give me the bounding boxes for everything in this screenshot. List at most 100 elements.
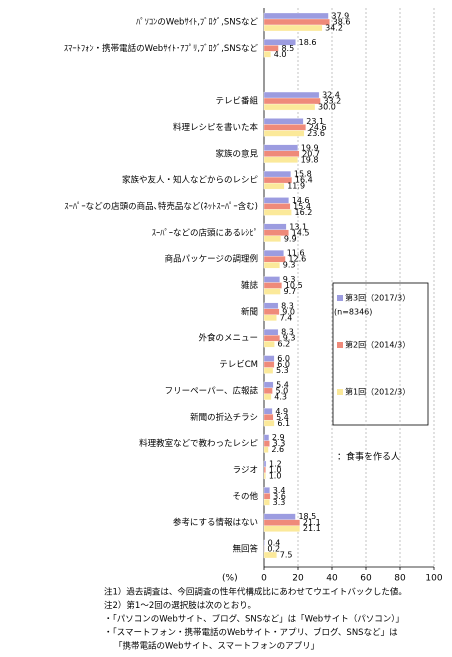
legend-label: 第2回（2014/3） <box>345 340 410 350</box>
value-label: 14.6 <box>292 196 310 205</box>
x-tick-label: 100 <box>425 574 442 584</box>
bar <box>263 434 270 441</box>
y-tick-label: ラジオ <box>233 465 258 475</box>
value-label: 9.3 <box>283 275 296 284</box>
bar <box>263 39 296 46</box>
bar <box>263 302 279 310</box>
value-label: 9.0 <box>282 307 295 316</box>
bar <box>263 170 292 178</box>
note: 「携帯電話のWebサイト、スマートフォンのアプリ」 <box>114 641 319 652</box>
y-tick-label: テレビCM <box>219 360 258 370</box>
bar <box>263 12 329 20</box>
bar <box>263 249 284 257</box>
y-tick-label: 無回答 <box>232 544 258 555</box>
bar <box>263 150 300 157</box>
bar <box>263 124 306 131</box>
bar <box>263 420 275 427</box>
bar <box>263 97 321 105</box>
bar <box>263 308 280 316</box>
bar <box>263 519 301 526</box>
value-label: 18.6 <box>299 38 317 47</box>
y-tick-label: 参考にする情報はない <box>173 517 258 528</box>
bar <box>263 355 275 362</box>
value-label: 8.3 <box>281 301 294 310</box>
bar <box>263 314 277 322</box>
y-tick-label: その他 <box>232 491 258 502</box>
y-tick-label: 新聞 <box>241 306 258 317</box>
x-axis-label: (%) <box>222 574 238 584</box>
value-label: 20.7 <box>302 149 320 158</box>
legend-note: (n=8346) <box>334 308 372 317</box>
bar <box>263 261 280 269</box>
value-label: 21.1 <box>303 524 321 533</box>
bar <box>263 460 267 468</box>
bar <box>263 551 277 559</box>
bar <box>263 440 270 447</box>
value-label: 9.3 <box>283 334 296 343</box>
bar <box>263 118 304 125</box>
bar <box>263 223 287 230</box>
x-tick-label: 20 <box>292 574 304 584</box>
value-label: 3.3 <box>273 439 286 448</box>
value-label: 3.6 <box>273 492 286 501</box>
x-tick-label: 60 <box>360 574 372 584</box>
legend-box <box>332 282 429 426</box>
bar <box>263 539 265 547</box>
value-label: 37.9 <box>331 12 349 21</box>
bar <box>263 487 270 494</box>
value-label: 10.5 <box>285 281 303 290</box>
value-label: 33.2 <box>323 97 341 106</box>
value-label: 6.0 <box>277 354 290 363</box>
note: 注1）過去調査は、今回調査の性年代構成比にあわせてウエイトバックした値。 <box>104 587 407 598</box>
value-label: 3.3 <box>273 498 286 507</box>
bar <box>263 493 271 500</box>
value-label: 0.4 <box>268 539 281 548</box>
bar <box>263 288 281 295</box>
value-label: 1.0 <box>269 465 282 474</box>
value-label: 21.1 <box>303 518 321 527</box>
bar <box>263 144 298 151</box>
legend-swatch <box>337 342 343 348</box>
value-label: 5.3 <box>276 366 289 375</box>
value-label: 7.5 <box>280 551 293 560</box>
bar <box>263 282 283 289</box>
bar <box>263 361 275 368</box>
value-label: 5.4 <box>276 413 289 422</box>
value-label: 6.1 <box>277 419 290 428</box>
value-label: 11.6 <box>287 249 305 258</box>
legend-swatch <box>337 295 343 301</box>
bar <box>263 387 273 395</box>
value-label: 8.5 <box>281 44 294 53</box>
bar <box>263 499 270 506</box>
value-label: 3.4 <box>273 486 286 495</box>
bar <box>263 408 273 415</box>
bar <box>263 367 274 374</box>
y-tick-label: フリーペーパー、広報誌 <box>165 385 259 396</box>
bar <box>263 203 291 210</box>
x-tick-label: 40 <box>326 574 338 584</box>
legend-label: 第1回（2012/3） <box>345 387 410 397</box>
value-label: 1.2 <box>269 459 282 468</box>
value-label: 4.9 <box>275 407 288 416</box>
bar <box>263 235 281 242</box>
y-tick-label: ｽﾏｰﾄﾌｫﾝ・携帯電話のWebｻｲﾄ･ｱﾌﾟﾘ,ﾌﾞﾛｸﾞ,SNSなど <box>64 43 259 54</box>
value-label: 15.8 <box>294 170 312 179</box>
bar <box>263 45 279 52</box>
value-label: 11.9 <box>287 182 305 191</box>
value-label: 4.0 <box>274 50 287 59</box>
value-label: 12.6 <box>288 255 306 264</box>
y-tick-label: 外食のメニュー <box>198 333 258 344</box>
value-label: 14.5 <box>292 228 310 237</box>
y-tick-label: 新聞の折込チラシ <box>190 412 258 423</box>
y-tick-label: 料理レシピを書いた本 <box>173 122 259 133</box>
value-label: 19.8 <box>301 155 319 164</box>
bar <box>263 393 272 401</box>
value-label: 18.5 <box>298 512 316 521</box>
y-tick-label: ﾊﾟｿｺﾝのWebｻｲﾄ,ﾌﾞﾛｸﾞ,SNSなど <box>136 18 258 28</box>
bar <box>263 446 269 453</box>
note: ・「スマートフォン・携帯電話のWebサイト・アプリ、ブログ、SNSなど」は <box>104 627 398 638</box>
value-label: 16.4 <box>295 176 313 185</box>
bar <box>263 156 298 163</box>
bar <box>263 51 271 58</box>
